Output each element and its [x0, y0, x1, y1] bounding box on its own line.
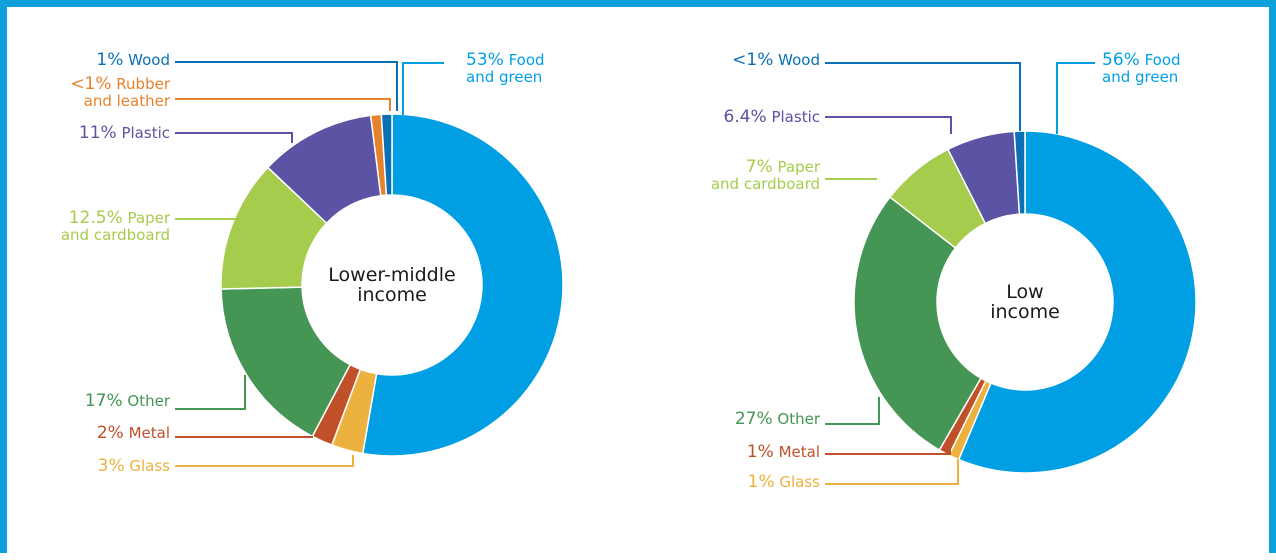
label-paper: 7% Paper and cardboard: [711, 157, 821, 193]
label-paper-name-line1: and cardboard: [711, 175, 820, 193]
label-food: 56% Food and green: [1102, 50, 1181, 86]
label-plastic: 6.4% Plastic: [724, 107, 821, 127]
center-title-line: Low: [1006, 281, 1043, 303]
label-other: 27% Other: [735, 409, 821, 429]
label-rubber-percent: <1%: [70, 74, 111, 94]
leader-line-wood: [175, 61, 398, 111]
slice-wood: [1013, 130, 1026, 215]
center-title: Low income: [990, 281, 1060, 323]
label-paper-name-line1: and cardboard: [61, 226, 170, 244]
label-food: 53% Food and green: [466, 50, 545, 86]
leader-line-glass: [175, 455, 354, 467]
label-glass: 1% Glass: [748, 472, 821, 492]
center-title-line: Lower-middle: [328, 264, 455, 286]
leader-line-rubber: [175, 98, 391, 111]
label-wood-percent: <1%: [732, 50, 773, 70]
label-other-percent: 17%: [85, 391, 123, 411]
label-metal: 2% Metal: [97, 423, 170, 443]
label-glass-percent: 1%: [748, 472, 775, 492]
label-wood: 1% Wood: [96, 50, 170, 70]
leader-line-other: [825, 397, 880, 425]
label-glass: 3% Glass: [98, 456, 171, 476]
label-paper-name: Paper: [773, 158, 821, 176]
leader-line-glass: [825, 459, 959, 485]
label-metal: 1% Metal: [747, 442, 820, 462]
label-wood-percent: 1%: [96, 50, 123, 70]
label-rubber-name-line1: and leather: [84, 92, 171, 110]
label-plastic-percent: 11%: [79, 123, 117, 143]
label-other-name: Other: [123, 392, 171, 410]
label-plastic-name: Plastic: [117, 124, 170, 142]
label-wood-name: Wood: [773, 51, 820, 69]
label-metal-percent: 1%: [747, 442, 774, 462]
label-wood: <1% Wood: [732, 50, 820, 70]
leader-line-other: [175, 375, 246, 410]
label-food-percent: 56%: [1102, 50, 1140, 70]
center-title-line: income: [357, 284, 427, 306]
slice-wood: [380, 113, 393, 196]
center-title: Lower-middle income: [328, 264, 455, 306]
label-metal-percent: 2%: [97, 423, 124, 443]
label-other: 17% Other: [85, 391, 171, 411]
label-plastic: 11% Plastic: [79, 123, 170, 143]
label-food-name-line1: and green: [1102, 68, 1178, 86]
label-glass-name: Glass: [125, 457, 171, 475]
leader-line-metal: [825, 447, 951, 455]
label-metal-name: Metal: [124, 424, 170, 442]
label-other-percent: 27%: [735, 409, 773, 429]
center-title-line: income: [990, 301, 1060, 323]
slice-food: [361, 113, 564, 457]
label-wood-name: Wood: [123, 51, 170, 69]
label-paper-percent: 12.5%: [69, 208, 123, 228]
leader-line-plastic: [825, 116, 952, 134]
label-other-name: Other: [773, 410, 821, 428]
label-rubber-name: Rubber: [112, 75, 171, 93]
label-plastic-percent: 6.4%: [724, 107, 767, 127]
label-food-percent: 53%: [466, 50, 504, 70]
label-paper-percent: 7%: [746, 157, 773, 177]
label-paper-name: Paper: [123, 209, 171, 227]
label-food-name: Food: [504, 51, 545, 69]
leader-line-food: [1056, 62, 1095, 134]
slice-other: [853, 196, 982, 452]
label-plastic-name: Plastic: [767, 108, 820, 126]
leader-line-plastic: [175, 132, 293, 143]
label-paper: 12.5% Paper and cardboard: [61, 208, 171, 244]
label-metal-name: Metal: [774, 443, 820, 461]
label-glass-percent: 3%: [98, 456, 125, 476]
label-rubber: <1% Rubber and leather: [70, 74, 171, 110]
leader-line-food: [402, 62, 444, 115]
label-glass-name: Glass: [775, 473, 821, 491]
slice-food: [957, 130, 1197, 474]
label-food-name-line1: and green: [466, 68, 542, 86]
label-food-name: Food: [1140, 51, 1181, 69]
leader-line-wood: [825, 62, 1021, 131]
